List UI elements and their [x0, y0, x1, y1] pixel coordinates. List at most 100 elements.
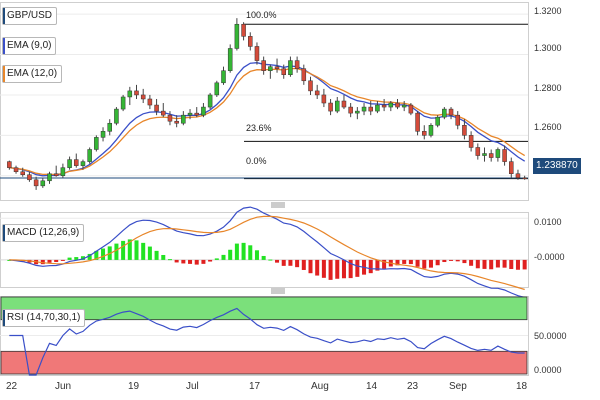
candle-body — [428, 124, 434, 136]
candle-body — [207, 94, 213, 108]
x-tick: Aug — [311, 381, 329, 392]
candle-body — [341, 100, 347, 108]
x-tick: Jul — [186, 381, 199, 392]
candle-body — [442, 108, 447, 118]
macd-histogram-bar — [261, 255, 266, 260]
macd-histogram-bar — [147, 246, 152, 260]
rsi-label[interactable]: RSI (14,70,30,1) — [2, 309, 86, 327]
candle-body — [375, 104, 380, 112]
macd-histogram-bar — [288, 259, 293, 266]
macd-histogram-bar — [355, 259, 360, 277]
macd-histogram-bar — [214, 258, 219, 260]
macd-tick: -0.0000 — [534, 252, 565, 262]
candle-body — [482, 153, 487, 156]
candle-body — [488, 153, 494, 158]
candle-body — [368, 106, 373, 112]
candle-body — [361, 106, 367, 112]
x-tick: 18 — [516, 381, 528, 392]
macd-histogram-bar — [489, 259, 494, 270]
candle-body — [281, 68, 286, 75]
candle-body — [462, 124, 467, 136]
rsi-tick: 50.0000 — [534, 331, 567, 341]
candle-body — [154, 104, 159, 112]
macd-histogram-bar — [254, 250, 259, 260]
candle-body — [241, 23, 246, 37]
candle-body — [401, 104, 407, 108]
candle-body — [147, 98, 153, 106]
candle-body — [187, 112, 193, 116]
candle-body — [167, 114, 173, 122]
candle-body — [234, 23, 240, 49]
macd-histogram-bar — [335, 259, 340, 279]
macd-histogram-bar — [515, 259, 520, 270]
macd-histogram-bar — [449, 259, 454, 261]
macd-histogram-bar — [234, 243, 239, 260]
macd-histogram-bar — [455, 259, 460, 262]
symbol-label[interactable]: GBP/USD — [2, 7, 58, 25]
candle-body — [261, 60, 266, 71]
fib-label-100: 100.0% — [246, 10, 277, 20]
x-tick: 14 — [366, 381, 378, 392]
macd-histogram-bar — [502, 259, 507, 268]
macd-histogram-bar — [275, 259, 280, 263]
candle-body — [308, 80, 313, 92]
candle-body — [288, 60, 293, 75]
macd-histogram-bar — [402, 259, 407, 264]
ema-line-9 — [9, 62, 526, 177]
price-tick: 1.2800 — [534, 83, 562, 93]
macd-histogram-bar — [408, 259, 413, 265]
candle-body — [107, 122, 112, 132]
candle-body — [468, 135, 474, 148]
ema9-label[interactable]: EMA (9,0) — [2, 37, 57, 55]
macd-histogram-bar — [308, 259, 313, 274]
macd-histogram-bar — [221, 254, 226, 260]
macd-histogram-bar — [47, 259, 52, 263]
macd-histogram-bar — [382, 259, 387, 269]
rsi-oversold-zone — [0, 350, 528, 375]
macd-histogram-bar — [74, 257, 79, 260]
rsi-line — [9, 307, 525, 376]
macd-histogram-bar — [40, 259, 45, 265]
macd-histogram-bar — [428, 259, 433, 268]
candle-body — [348, 106, 353, 114]
macd-label[interactable]: MACD (12,26,9) — [2, 224, 85, 242]
ema12-label[interactable]: EMA (12,0) — [2, 65, 63, 83]
macd-histogram-bar — [415, 259, 420, 267]
macd-histogram-bar — [341, 259, 346, 279]
candle-body — [435, 116, 440, 126]
macd-histogram-bar — [268, 259, 273, 261]
macd-histogram-bar — [101, 248, 106, 260]
candle-body — [47, 173, 52, 182]
candle-body — [254, 46, 260, 61]
candle-body — [328, 102, 333, 112]
candle-body — [134, 90, 139, 96]
candle-body — [67, 159, 72, 168]
fib-label-236: 23.6% — [246, 123, 272, 133]
candle-body — [294, 60, 300, 69]
macd-histogram-bar — [241, 242, 246, 260]
macd-histogram-bar — [154, 250, 159, 260]
candle-body — [248, 36, 253, 47]
macd-histogram-bar — [67, 257, 72, 260]
fib-label-0: 0.0% — [246, 156, 267, 166]
macd-histogram-bar — [127, 239, 132, 260]
candle-body — [422, 131, 427, 136]
candle-body — [335, 100, 340, 112]
candle-body — [74, 159, 79, 166]
macd-signal-line — [9, 215, 525, 291]
macd-panel-frame — [0, 212, 529, 288]
macd-line — [9, 206, 525, 298]
macd-histogram-bar — [495, 259, 500, 268]
macd-histogram-bar — [188, 259, 193, 264]
macd-histogram-bar — [181, 259, 186, 264]
candle-body — [495, 149, 501, 158]
candle-body — [415, 112, 420, 132]
macd-histogram-bar — [174, 259, 179, 263]
candle-body — [515, 173, 521, 179]
candle-body — [227, 48, 233, 71]
x-tick: 23 — [407, 381, 419, 392]
macd-histogram-bar — [194, 259, 199, 265]
macd-histogram-bar — [94, 250, 99, 260]
candle-body — [301, 68, 307, 82]
macd-histogram-bar — [248, 245, 253, 260]
